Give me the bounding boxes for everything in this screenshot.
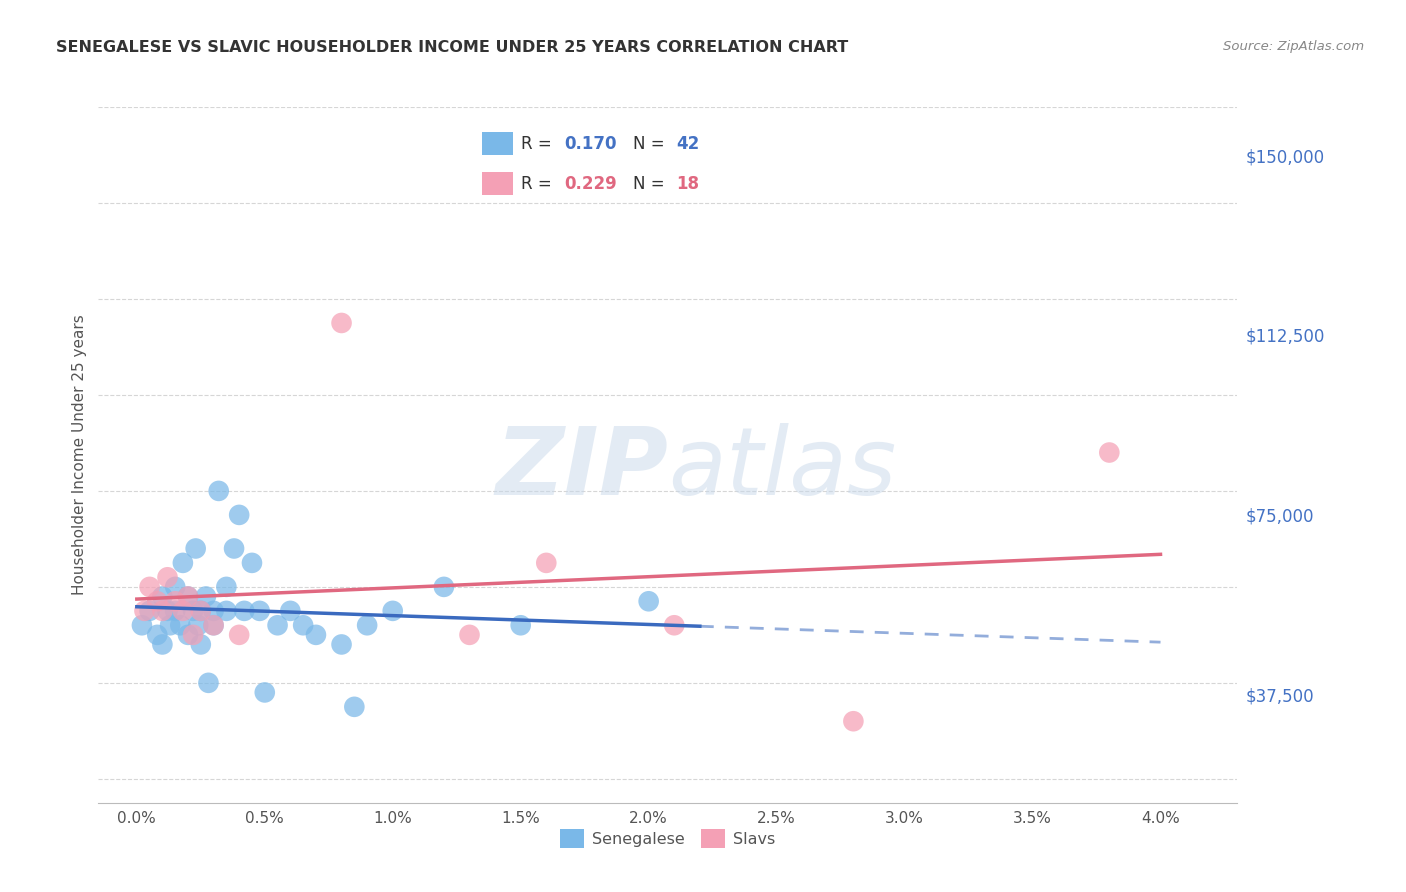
Point — [131, 618, 153, 632]
Point — [233, 604, 256, 618]
Point — [181, 628, 204, 642]
Point — [138, 604, 160, 618]
Point — [152, 604, 174, 618]
Text: SENEGALESE VS SLAVIC HOUSEHOLDER INCOME UNDER 25 YEARS CORRELATION CHART: SENEGALESE VS SLAVIC HOUSEHOLDER INCOME … — [56, 40, 848, 55]
Point — [330, 637, 353, 651]
Point — [172, 604, 194, 618]
Point — [197, 676, 219, 690]
Point — [330, 316, 353, 330]
Point — [305, 628, 328, 642]
Point — [1098, 445, 1121, 459]
Point — [208, 483, 231, 498]
Text: R =: R = — [520, 135, 557, 153]
Point — [240, 556, 263, 570]
Point — [266, 618, 288, 632]
Point — [190, 604, 212, 618]
Point — [165, 594, 187, 608]
Text: atlas: atlas — [668, 424, 896, 515]
Point — [458, 628, 481, 642]
Text: 0.170: 0.170 — [564, 135, 617, 153]
Point — [228, 628, 250, 642]
Point — [190, 637, 212, 651]
Point — [292, 618, 315, 632]
Point — [177, 628, 200, 642]
Point — [146, 594, 169, 608]
Text: ZIP: ZIP — [495, 423, 668, 515]
Text: N =: N = — [633, 175, 669, 193]
Point — [194, 590, 217, 604]
Point — [152, 590, 174, 604]
Point — [222, 541, 245, 556]
Point — [172, 556, 194, 570]
Point — [253, 685, 276, 699]
Point — [202, 618, 225, 632]
Point — [280, 604, 302, 618]
Point — [190, 604, 212, 618]
Point — [181, 604, 204, 618]
Point — [152, 637, 174, 651]
Point — [249, 604, 271, 618]
Point — [842, 714, 865, 729]
Point — [177, 590, 200, 604]
Point — [134, 604, 156, 618]
Bar — [482, 132, 513, 155]
Text: 42: 42 — [676, 135, 700, 153]
Point — [343, 699, 366, 714]
Text: 0.229: 0.229 — [564, 175, 617, 193]
Point — [215, 604, 238, 618]
Bar — [482, 172, 513, 194]
Point — [159, 618, 181, 632]
Point — [356, 618, 378, 632]
Y-axis label: Householder Income Under 25 years: Householder Income Under 25 years — [72, 315, 87, 595]
Text: 18: 18 — [676, 175, 700, 193]
Point — [202, 604, 225, 618]
Point — [664, 618, 686, 632]
Legend: Senegalese, Slavs: Senegalese, Slavs — [554, 822, 782, 854]
Point — [156, 604, 179, 618]
Point — [637, 594, 659, 608]
Point — [381, 604, 404, 618]
Point — [177, 590, 200, 604]
Point — [228, 508, 250, 522]
Point — [165, 580, 187, 594]
Point — [184, 541, 207, 556]
Point — [215, 580, 238, 594]
Point — [202, 618, 225, 632]
Point — [138, 580, 160, 594]
Point — [169, 618, 191, 632]
Point — [146, 628, 169, 642]
Text: Source: ZipAtlas.com: Source: ZipAtlas.com — [1223, 40, 1364, 54]
Point — [165, 604, 187, 618]
Point — [433, 580, 456, 594]
Point — [156, 570, 179, 584]
Text: N =: N = — [633, 135, 669, 153]
Point — [509, 618, 531, 632]
Point — [187, 618, 209, 632]
Text: R =: R = — [520, 175, 557, 193]
Point — [536, 556, 558, 570]
